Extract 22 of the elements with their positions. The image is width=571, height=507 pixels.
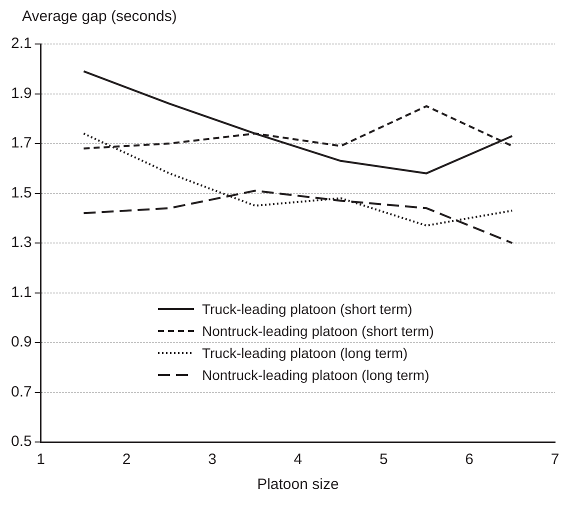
y-tick-label: 1.1 [10, 284, 32, 301]
y-tick-label: 0.9 [10, 334, 32, 351]
legend-label: Truck-leading platoon (short term) [202, 300, 412, 319]
x-tick-label: 1 [36, 451, 46, 468]
x-tick-label: 3 [208, 451, 216, 468]
x-tick-label: 2 [122, 451, 131, 468]
legend-label: Truck-leading platoon (long term) [202, 344, 408, 363]
y-tick-label: 0.5 [10, 433, 32, 450]
x-tick-label: 5 [379, 451, 388, 468]
legend-label: Nontruck-leading platoon (long term) [202, 366, 430, 385]
legend-label: Nontruck-leading platoon (short term) [202, 322, 434, 341]
y-tick-label: 1.5 [10, 184, 32, 202]
x-tick-label: 7 [550, 451, 560, 468]
y-tick-label: 1.3 [10, 234, 32, 252]
y-tick-label: 1.9 [10, 84, 32, 102]
y-axis-title: Average gap (seconds) [22, 8, 177, 25]
x-tick-label: 4 [294, 451, 302, 468]
y-tick-label: 0.7 [10, 383, 32, 400]
y-tick-label: 2.1 [10, 35, 32, 52]
y-tick-label: 1.7 [10, 134, 32, 152]
x-tick-label: 6 [465, 451, 474, 468]
x-axis-title: Platoon size [257, 476, 339, 494]
